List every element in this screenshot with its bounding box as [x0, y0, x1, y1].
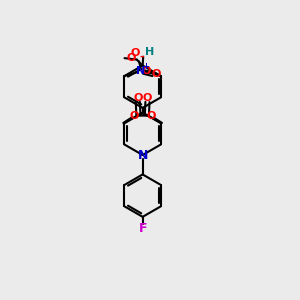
Text: O: O: [130, 111, 139, 122]
Text: -: -: [139, 52, 144, 62]
Text: +: +: [142, 61, 149, 70]
Text: O: O: [130, 47, 140, 58]
Text: O: O: [127, 53, 136, 63]
Text: N: N: [136, 66, 145, 76]
Text: F: F: [138, 221, 147, 235]
Text: N: N: [137, 148, 148, 161]
Text: O: O: [146, 111, 155, 122]
Text: O: O: [133, 93, 142, 103]
Text: O: O: [141, 66, 150, 76]
Text: O: O: [151, 69, 160, 79]
Text: O: O: [143, 93, 152, 103]
Text: H: H: [145, 47, 154, 57]
